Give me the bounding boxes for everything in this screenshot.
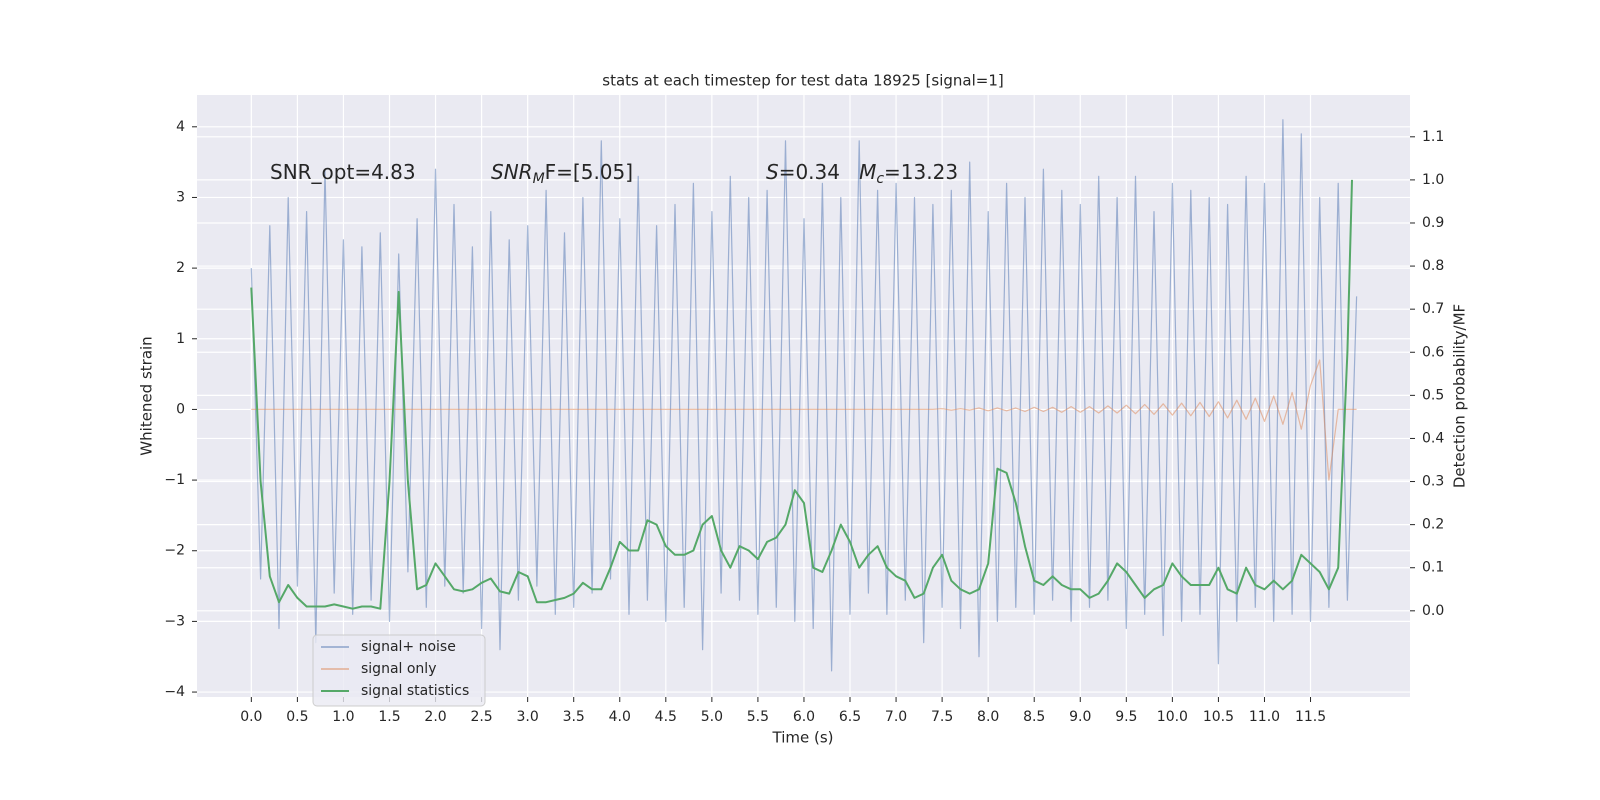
x-tick-label: 11.5 xyxy=(1295,709,1326,725)
y2-tick-label: 0.5 xyxy=(1422,387,1444,403)
y-tick-label: −3 xyxy=(164,613,185,629)
y-tick-label: −2 xyxy=(164,543,185,559)
y2-tick-label: 0.6 xyxy=(1422,344,1444,360)
annotation-part: SNR_opt=4.83 xyxy=(270,160,416,184)
x-tick-label: 10.5 xyxy=(1203,709,1234,725)
x-tick-label: 5.5 xyxy=(747,709,769,725)
legend-label: signal only xyxy=(361,661,436,677)
y-tick-label: −1 xyxy=(164,472,185,488)
y2-tick-label: 0.2 xyxy=(1422,517,1444,533)
y-tick-label: 2 xyxy=(176,260,185,276)
x-tick-label: 6.0 xyxy=(793,709,815,725)
y-axis-label: Whitened strain xyxy=(138,336,156,455)
y2-axis-label: Detection probability/MF xyxy=(1451,304,1469,488)
y2-tick-label: 0.7 xyxy=(1422,301,1444,317)
annotation-part: F=[5.05] xyxy=(545,160,633,184)
x-tick-label: 6.5 xyxy=(839,709,861,725)
annotation: S=0.34 Mc=13.23 xyxy=(766,160,958,188)
x-tick-label: 9.5 xyxy=(1115,709,1137,725)
annotation: SNR_opt=4.83 xyxy=(270,160,416,184)
y2-tick-label: 0.3 xyxy=(1422,474,1444,490)
annotation-part: M xyxy=(859,160,876,184)
series-line xyxy=(250,179,1353,610)
x-tick-label: 2.0 xyxy=(424,709,446,725)
x-tick-label: 7.0 xyxy=(885,709,907,725)
series-line xyxy=(251,359,1357,481)
legend-label: signal+ noise xyxy=(361,639,456,655)
series-line xyxy=(250,119,1358,672)
x-tick-label: 3.0 xyxy=(517,709,539,725)
annotation-part: SNR xyxy=(491,160,533,184)
annotation-part: M xyxy=(533,171,545,187)
x-tick-label: 2.5 xyxy=(470,709,492,725)
x-axis-label: Time (s) xyxy=(772,729,834,747)
y2-tick-label: 0.0 xyxy=(1422,603,1444,619)
legend-box xyxy=(312,634,486,707)
y-tick-label: 3 xyxy=(176,189,185,205)
x-tick-label: 4.5 xyxy=(655,709,677,725)
x-tick-label: 0.5 xyxy=(286,709,308,725)
x-tick-label: 1.5 xyxy=(378,709,400,725)
y-tick-label: 1 xyxy=(176,331,185,347)
x-tick-label: 5.0 xyxy=(701,709,723,725)
x-tick-label: 0.0 xyxy=(240,709,262,725)
x-tick-label: 9.0 xyxy=(1069,709,1091,725)
x-tick-label: 11.0 xyxy=(1249,709,1280,725)
annotation-part: =0.34 xyxy=(779,160,859,184)
annotation: SNRMF=[5.05] xyxy=(491,160,633,188)
y2-tick-label: 0.1 xyxy=(1422,560,1444,576)
y-tick-label: 0 xyxy=(176,401,185,417)
annotation-part: S xyxy=(766,160,779,184)
legend-label: signal statistics xyxy=(361,683,469,699)
y2-tick-label: 0.9 xyxy=(1422,215,1444,231)
y-tick-label: −4 xyxy=(164,684,185,700)
x-tick-label: 4.0 xyxy=(609,709,631,725)
annotation-part: c xyxy=(876,171,884,187)
x-tick-label: 10.0 xyxy=(1157,709,1188,725)
x-tick-label: 1.0 xyxy=(332,709,354,725)
annotation-part: =13.23 xyxy=(884,160,958,184)
y2-tick-label: 1.0 xyxy=(1422,172,1444,188)
y2-tick-label: 0.4 xyxy=(1422,430,1444,446)
x-tick-label: 3.5 xyxy=(563,709,585,725)
x-tick-label: 7.5 xyxy=(931,709,953,725)
y2-tick-label: 1.1 xyxy=(1422,129,1444,145)
y2-tick-label: 0.8 xyxy=(1422,258,1444,274)
x-tick-label: 8.5 xyxy=(1023,709,1045,725)
y-tick-label: 4 xyxy=(176,119,185,135)
chart-title: stats at each timestep for test data 189… xyxy=(602,72,1003,90)
x-tick-label: 8.0 xyxy=(977,709,999,725)
